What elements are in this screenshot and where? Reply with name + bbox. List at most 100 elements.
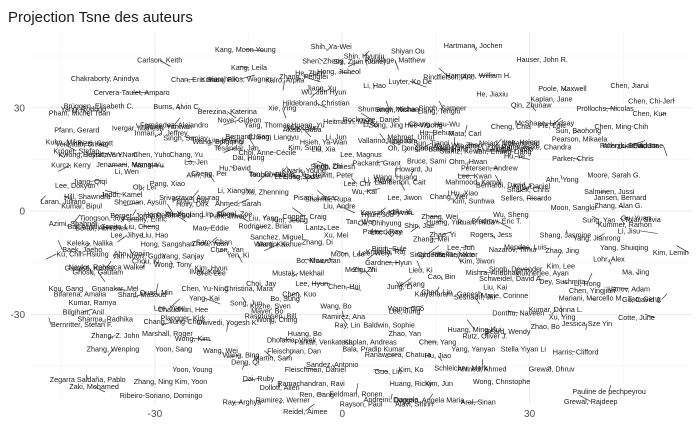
point-label-228: Kim, Lemin (653, 248, 689, 257)
point-label-256: Mishra, Anubhav (466, 268, 520, 277)
point-label-238: van Noort, Guda (113, 251, 166, 260)
x-tick-label-0: -30 (148, 409, 163, 420)
leader-line-156 (64, 196, 74, 202)
point-label-369: Grewal, Rajdeep (564, 397, 618, 406)
leader-line-278 (562, 281, 568, 284)
point-label-23: Luyter, Ko De (388, 77, 432, 86)
leader-line-133 (560, 174, 563, 180)
point-label-35: Hildebrand, Christian (283, 99, 350, 108)
point-label-138: Kwark, Young (282, 166, 326, 175)
leader-line-288 (132, 294, 143, 298)
point-label-161: Hu, Xiao (451, 188, 479, 197)
point-label-339: Harris, Clifford (553, 348, 599, 357)
point-label-352: Kim, Ko (398, 365, 423, 374)
point-label-190: Fortuny, Enric (123, 214, 168, 223)
point-label-305: Ramirez, Ana (322, 312, 365, 321)
point-label-11: Rindfleisch, Aric (423, 73, 475, 82)
leader-line-10 (394, 59, 399, 70)
leader-line-30 (438, 100, 443, 108)
leader-line-138 (303, 170, 309, 182)
leader-line-302 (83, 308, 93, 313)
point-label-183: Zhang, Wei (421, 212, 458, 221)
point-label-116: Wang, Yu (133, 160, 164, 169)
point-label-64: Vallarino, Ignacio (358, 136, 413, 145)
leader-line-113 (572, 157, 580, 160)
leader-line-185 (591, 216, 600, 221)
point-label-66: Sun, Baohong (556, 126, 602, 135)
point-label-41: Pham, Michel Tuan (49, 108, 111, 117)
point-label-313: Ray, Lin (334, 321, 360, 330)
leader-line-136 (208, 173, 215, 182)
point-label-185: Sung, Yan (582, 215, 615, 224)
leader-line-149 (317, 190, 329, 200)
point-label-117: Hu, David (219, 164, 251, 173)
leader-line-131 (495, 174, 502, 186)
point-label-79: Verikatar, Sriram (55, 140, 108, 149)
leader-line-75 (494, 138, 502, 148)
point-label-175: Azimi, Shahriar (49, 219, 98, 228)
point-label-92: Sun, Tianqi (413, 139, 449, 148)
leader-line-13 (186, 79, 195, 81)
point-label-169: Lim, Chen (201, 209, 234, 218)
leader-line-92 (420, 142, 432, 150)
leader-line-267 (441, 276, 443, 281)
leader-line-69 (217, 136, 234, 142)
leader-line-359 (355, 383, 359, 395)
leader-line-181 (402, 211, 415, 215)
point-label-203: Palmer, Ray (363, 227, 403, 236)
point-label-194: Tan, Wen (346, 217, 376, 226)
leader-line-114 (662, 145, 668, 157)
point-label-122: Petersen, Andrew (461, 164, 519, 173)
point-label-264: Mustak, Mekhail (272, 269, 324, 278)
point-label-274: Lee, Hyun (295, 279, 328, 288)
leader-line-94 (485, 150, 503, 152)
point-label-115: Jenamani, Mamata (96, 160, 157, 169)
point-label-136: Cheng, Pei (191, 169, 227, 178)
point-label-91: Liu, Xia (312, 145, 336, 154)
leader-line-193 (289, 219, 305, 222)
point-label-114: Dai, June (633, 141, 663, 150)
point-label-109: Teng, Zhi (313, 161, 343, 170)
leader-line-300 (560, 305, 563, 318)
point-label-291: Chen, Kuo (282, 290, 316, 299)
point-label-208: Yang, Jianrong (573, 234, 621, 243)
point-label-130: Lee, Kwan (458, 171, 492, 180)
leader-line-279 (610, 286, 629, 290)
point-label-172: Kaysak, Keyvan (361, 208, 413, 217)
leader-line-140 (377, 179, 384, 184)
leader-line-211 (209, 236, 218, 244)
leader-line-298 (405, 305, 424, 309)
point-label-82: Chen, Meng (415, 144, 454, 153)
point-label-120: Wang, Huang (374, 173, 418, 182)
leader-line-32 (672, 97, 675, 102)
point-label-278: Dey, Sushmita (539, 277, 585, 286)
leader-line-82 (434, 143, 437, 149)
leader-line-116 (148, 164, 165, 167)
point-label-204: Shin, Jae (404, 221, 434, 230)
leader-line-202 (322, 227, 327, 231)
point-label-42: Yang, Rodrigo (61, 104, 106, 113)
point-label-292: Mariani, Marcello M. (559, 294, 624, 303)
leader-line-127 (271, 174, 280, 176)
point-label-231: Chen, Yan (210, 245, 243, 254)
point-label-213: Xu, Mei (324, 231, 349, 240)
point-label-78: Kuhn, Mike (46, 138, 82, 147)
leader-line-50 (168, 124, 177, 127)
point-label-36: Rockmore, Daniel (343, 115, 401, 124)
point-label-17: Hampton, William H. (446, 71, 512, 80)
leader-line-74 (453, 137, 455, 147)
point-label-332: Chen, Yang (419, 338, 456, 347)
leader-line-218 (117, 234, 128, 243)
point-label-90: Kim, Sung (288, 143, 321, 152)
leader-line-216 (490, 234, 496, 239)
point-label-168: Hovy, Dirk (176, 200, 209, 209)
leader-line-22 (373, 85, 375, 89)
point-label-179: Liu, Yang (249, 214, 279, 223)
point-label-329: Dholakia, Vivek (267, 336, 317, 345)
point-label-84: Nejad, Mohammad (479, 138, 540, 147)
point-label-224: Singh, Rita (410, 250, 445, 259)
leader-line-266 (399, 278, 412, 287)
point-label-198: Borah, Abhishek (75, 223, 128, 232)
point-label-242: Lee, Weiyi (358, 249, 392, 258)
leader-line-264 (292, 272, 299, 277)
